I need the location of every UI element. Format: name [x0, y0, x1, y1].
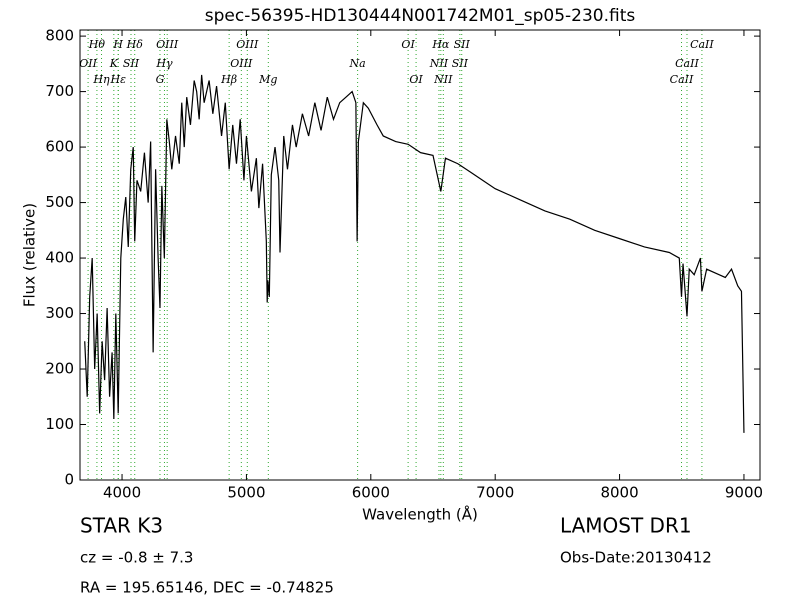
- feature-label: Hη: [92, 73, 110, 86]
- feature-label: OII: [79, 57, 97, 70]
- feature-label: SII: [452, 57, 469, 70]
- y-axis-label: Flux (relative): [21, 203, 39, 307]
- feature-label: OIII: [230, 57, 253, 70]
- y-tick-label: 300: [45, 304, 74, 322]
- feature-label: Hα: [431, 38, 450, 51]
- feature-label: Mg: [258, 73, 277, 86]
- x-tick-label: 7000: [476, 484, 514, 502]
- x-axis-label: Wavelength (Å): [362, 505, 478, 524]
- feature-label: OI: [409, 73, 423, 86]
- feature-label: NII: [429, 57, 449, 70]
- feature-label: SII: [454, 38, 471, 51]
- feature-label: OIII: [236, 38, 259, 51]
- feature-label: Hγ: [155, 57, 173, 70]
- feature-label: Hε: [110, 73, 127, 86]
- chart-title: spec-56395-HD130444N001742M01_sp05-230.f…: [205, 6, 636, 26]
- feature-label: OI: [401, 38, 415, 51]
- redshift: cz = -0.8 ± 7.3: [80, 549, 193, 567]
- feature-label: Hδ: [126, 38, 144, 51]
- feature-label: CaII: [690, 38, 714, 51]
- y-tick-label: 800: [45, 27, 74, 45]
- feature-label: NII: [433, 73, 453, 86]
- y-tick-label: 0: [64, 471, 74, 489]
- y-tick-label: 200: [45, 360, 74, 378]
- feature-label: G: [156, 73, 165, 86]
- plot-frame: [79, 29, 761, 481]
- feature-label: Hθ: [88, 38, 106, 51]
- feature-label: Na: [349, 57, 366, 70]
- feature-label: Hβ: [220, 73, 237, 86]
- feature-label: OIII: [156, 38, 179, 51]
- x-tick-label: 5000: [227, 484, 265, 502]
- y-tick-label: 500: [45, 193, 74, 211]
- x-tick-label: 8000: [600, 484, 638, 502]
- y-tick-label: 700: [45, 82, 74, 100]
- y-tick-label: 600: [45, 138, 74, 156]
- y-tick-label: 400: [45, 249, 74, 267]
- feature-label: H: [112, 38, 123, 51]
- coordinates: RA = 195.65146, DEC = -0.74825: [80, 579, 334, 597]
- x-tick-label: 4000: [103, 484, 141, 502]
- feature-label: CaII: [670, 73, 694, 86]
- survey: LAMOST DR1: [560, 514, 692, 538]
- feature-label: K: [109, 57, 119, 70]
- feature-label: SII: [123, 57, 140, 70]
- feature-label: CaII: [675, 57, 699, 70]
- obs-date: Obs-Date:20130412: [560, 549, 712, 567]
- y-tick-label: 100: [45, 415, 74, 433]
- spectrum-line: [84, 74, 745, 433]
- x-tick-label: 9000: [725, 484, 763, 502]
- x-tick-label: 6000: [352, 484, 390, 502]
- object-class: STAR K3: [80, 514, 163, 538]
